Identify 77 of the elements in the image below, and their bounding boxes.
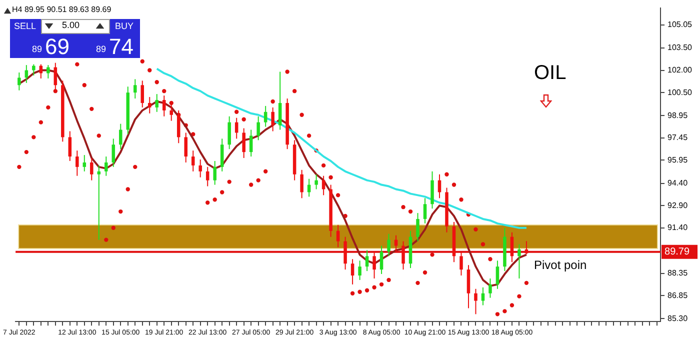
y-tick-label: 91.40	[668, 223, 688, 232]
candlestick	[140, 80, 144, 108]
candlestick	[198, 158, 202, 178]
annotation: SELL	[14, 21, 36, 31]
candlestick	[228, 116, 231, 150]
candlestick	[97, 164, 101, 240]
candlestick	[350, 258, 354, 285]
annotation: 74	[109, 34, 134, 59]
annotation: 69	[45, 34, 70, 59]
candlestick	[104, 156, 108, 176]
annotation: Pivot poin	[534, 258, 587, 272]
candlestick	[474, 288, 478, 315]
y-tick-label: 102.00	[668, 65, 693, 74]
candlestick	[358, 260, 362, 280]
candlestick	[372, 251, 376, 279]
candlestick	[256, 116, 260, 141]
candlestick	[220, 138, 224, 172]
candlestick	[524, 240, 528, 255]
y-tick-label: 98.95	[668, 110, 688, 120]
annotation: OIL	[534, 62, 566, 84]
y-tick-label: 103.50	[668, 43, 693, 52]
candlestick	[488, 278, 492, 298]
candlestick	[76, 150, 79, 176]
candlestick	[387, 233, 390, 257]
candlestick	[162, 95, 166, 117]
candlestick	[336, 224, 340, 248]
candlestick	[496, 260, 500, 290]
candlestick	[380, 245, 384, 275]
candlestick	[518, 244, 521, 279]
annotation: 89	[96, 44, 106, 54]
candlestick	[206, 166, 210, 187]
candlestick	[46, 64, 50, 79]
ref-line-label: 89.79	[664, 246, 690, 258]
y-tick-label: 92.90	[668, 200, 688, 210]
candlestick	[271, 106, 274, 132]
candlestick	[402, 240, 405, 270]
candlestick	[213, 160, 216, 186]
candlestick	[18, 72, 21, 91]
candlestick	[510, 232, 514, 263]
y-tick-label: 86.85	[668, 290, 688, 300]
candlestick	[134, 78, 137, 100]
candlestick	[82, 154, 86, 172]
candlestick	[90, 158, 94, 181]
candlestick	[430, 170, 434, 210]
y-tick-label: 85.30	[668, 314, 688, 323]
annotation: 5.00	[62, 20, 80, 30]
candlestick	[423, 198, 427, 224]
candlestick	[481, 286, 485, 306]
candlestick	[460, 251, 463, 276]
annotation: H4 89.95 90.51 89.63 89.69	[12, 5, 112, 14]
candlestick	[314, 174, 318, 190]
annotation: BUY	[115, 21, 134, 31]
candlestick	[112, 138, 116, 168]
candlestick	[344, 236, 347, 270]
y-tick-label: 105.05	[668, 20, 693, 30]
candlestick	[184, 132, 188, 163]
candlestick	[68, 130, 72, 162]
candlestick	[278, 71, 282, 130]
candlestick	[365, 250, 369, 272]
candlestick	[242, 128, 246, 159]
y-tick-label: 94.40	[668, 178, 688, 188]
y-tick-label: 95.95	[668, 155, 688, 164]
candlestick	[264, 105, 268, 128]
candlestick	[249, 129, 253, 158]
candlestick	[119, 123, 122, 150]
y-tick-label: 88.35	[668, 268, 688, 278]
candlestick	[416, 212, 420, 242]
candlestick	[155, 94, 158, 112]
candlestick	[300, 169, 304, 199]
y-tick-label: 97.45	[668, 133, 688, 142]
y-tick-label: 100.50	[668, 88, 693, 97]
annotation: 89	[32, 44, 42, 54]
candlestick	[32, 64, 36, 76]
candlestick	[148, 96, 152, 114]
candlestick	[191, 150, 195, 172]
candlestick	[394, 234, 398, 252]
candlestick	[466, 264, 470, 309]
